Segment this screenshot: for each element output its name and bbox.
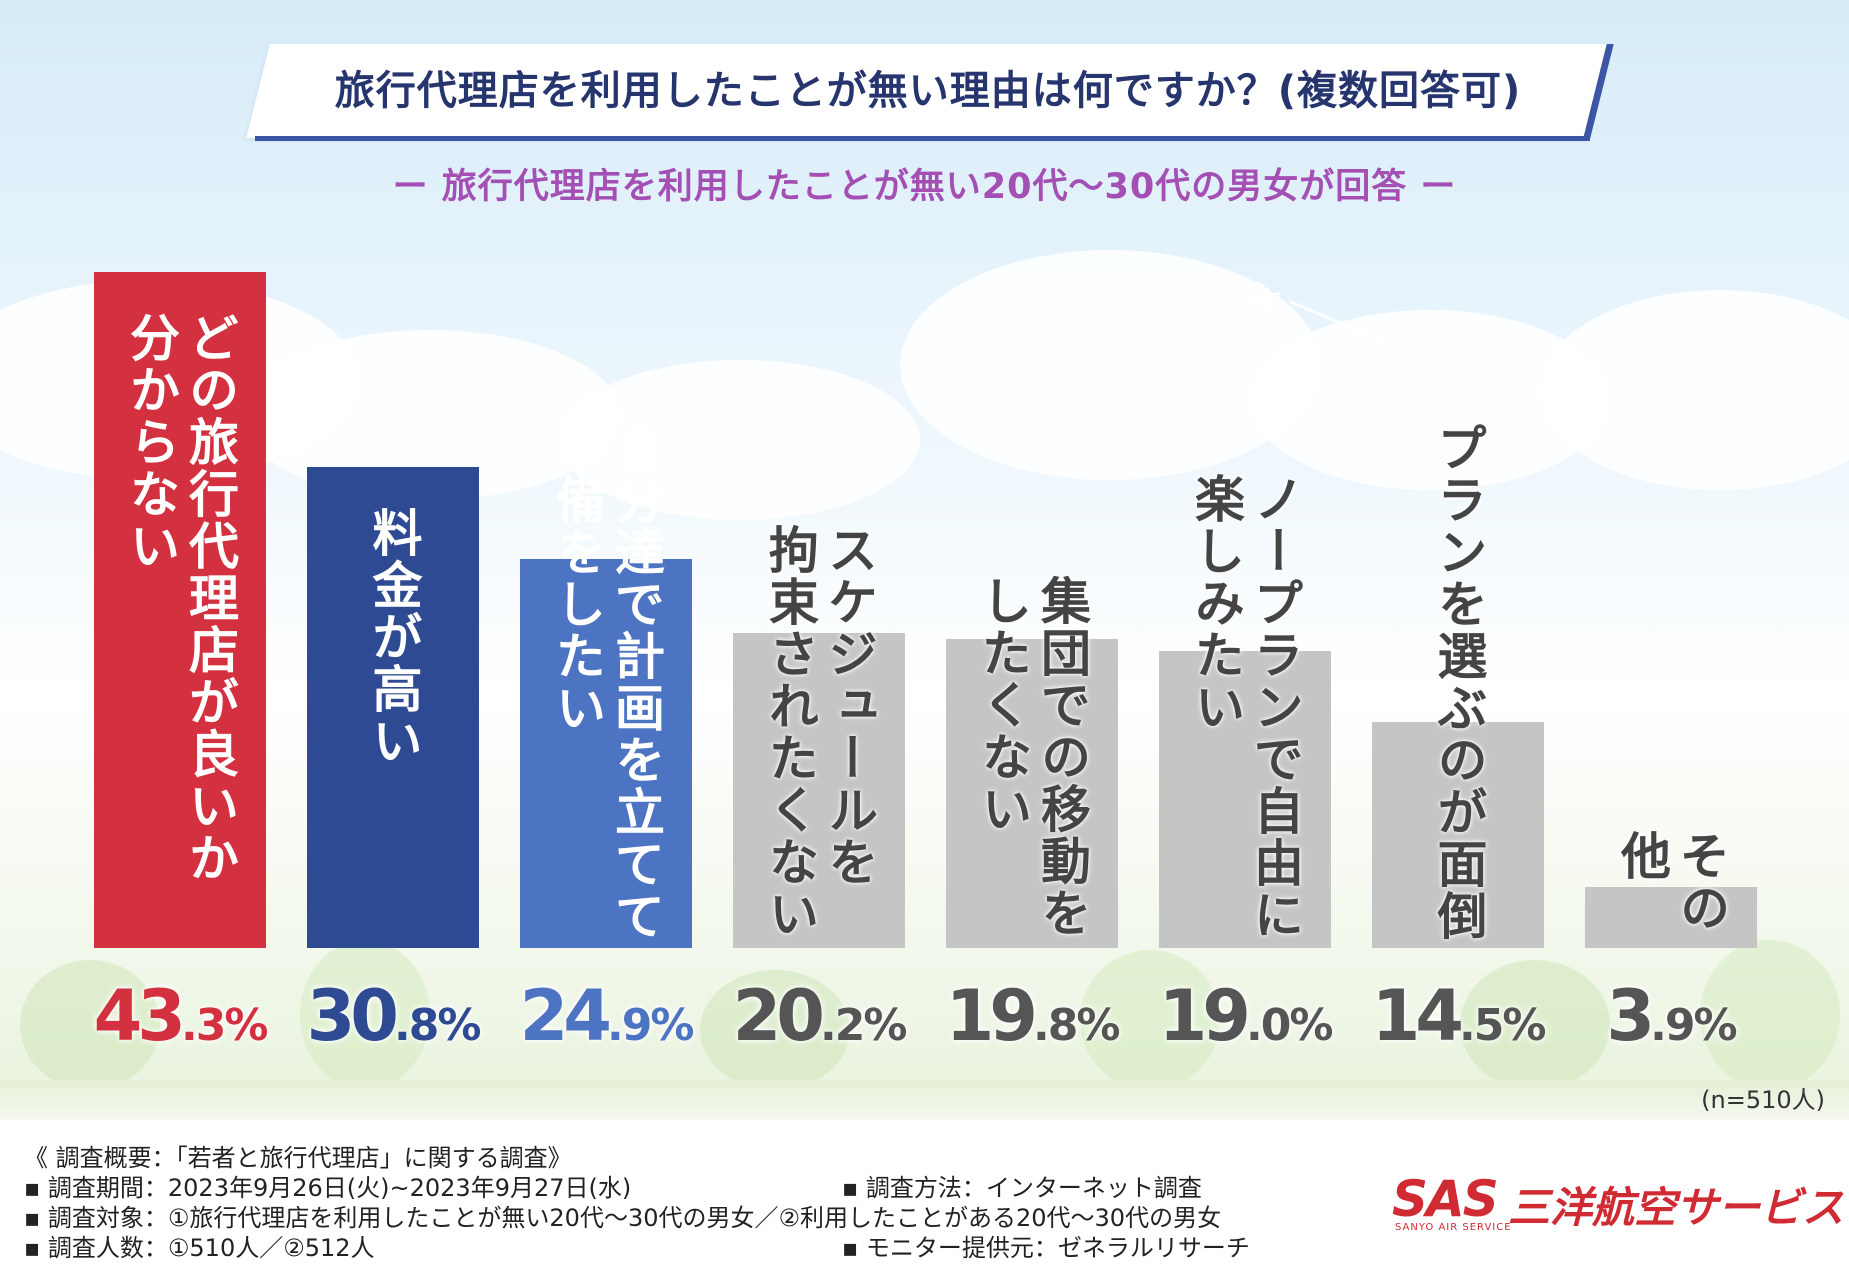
survey-count: ▪ 調査人数：①510人／②512人 [24, 1234, 375, 1262]
bar-1 [94, 272, 266, 948]
bar-label-text: 集団での移動を [1033, 575, 1091, 939]
value-integer: 43 [93, 975, 186, 1057]
bar-label-text: プランを選ぶのが面倒 [1429, 422, 1488, 942]
tree [700, 970, 850, 1090]
bar-label-text: ノープランで自由に [1246, 473, 1304, 941]
sas-logo-mark: SAS [1392, 1170, 1499, 1228]
cloud [560, 360, 920, 520]
cloud [900, 250, 1320, 480]
bar-label-text: 他 [1613, 830, 1671, 882]
value-integer: 19 [1158, 975, 1251, 1057]
bar-label-8: その他 [1585, 830, 1757, 934]
bar-label-text: どの旅行代理店が良いか [181, 312, 239, 884]
tree [300, 940, 430, 1090]
subtitle: ー 旅行代理店を利用したことが無い20代〜30代の男女が回答 ー [392, 167, 1457, 207]
survey-target: ▪ 調査対象：①旅行代理店を利用したことが無い20代〜30代の男女／②利用したこ… [24, 1204, 1222, 1232]
value-integer: 14 [1371, 975, 1464, 1057]
bar-label-text: 料金が高い [364, 507, 423, 768]
bar-label-1: どの旅行代理店が良いか 分からない [94, 312, 266, 884]
value-label-5: 19.8% [926, 975, 1138, 1057]
value-decimal: .5% [1459, 1000, 1546, 1051]
company-name-english: SANYO AIR SERVICE [1395, 1222, 1512, 1233]
bar-label-4: スケジュールを 拘束されたくない [733, 524, 905, 940]
bar-label-text: 拘束されたくない [761, 524, 819, 940]
bar-2 [307, 467, 479, 948]
bar-8 [1585, 887, 1757, 948]
tree [1460, 960, 1610, 1090]
value-label-7: 14.5% [1352, 975, 1564, 1057]
survey-method: ▪ 調査方法：インターネット調査 [842, 1174, 1202, 1202]
bar-label-text: 分からない [122, 312, 180, 572]
bar-label-text: 自分達で計画を立てて [607, 422, 665, 942]
value-label-3: 24.9% [500, 975, 712, 1057]
value-integer: 20 [732, 975, 825, 1057]
bar-label-text: したくない [974, 575, 1032, 835]
bar-label-text: その [1672, 830, 1730, 934]
value-decimal: .8% [394, 1000, 481, 1051]
bar-label-3: 自分達で計画を立てて 準備をしたい [520, 422, 692, 942]
bar-5 [946, 638, 1118, 948]
bar-7 [1372, 721, 1544, 948]
value-integer: 30 [306, 975, 399, 1057]
bar-3 [520, 559, 692, 948]
bar-label-text: スケジュールを [820, 524, 878, 888]
bar-label-7: プランを選ぶのが面倒 [1372, 422, 1544, 942]
title-underline [255, 136, 1590, 141]
value-label-1: 43.3% [74, 975, 286, 1057]
survey-footer: 《 調査概要：「若者と旅行代理店」に関する調査》 ▪ 調査期間：2023年9月2… [0, 1124, 1849, 1280]
bar-label-5: 集団での移動を したくない [946, 575, 1118, 939]
monitor-provider: ▪ モニター提供元：ゼネラルリサーチ [842, 1234, 1250, 1262]
survey-period: ▪ 調査期間：2023年9月26日(火)~2023年9月27日(水) [24, 1174, 632, 1202]
value-decimal: .2% [820, 1000, 907, 1051]
bar-label-2: 料金が高い [307, 507, 479, 767]
bar-chart: どの旅行代理店が良いか 分からない 43.3% 料金が高い 30.8% 自分達で計画を立て… [74, 272, 1777, 1057]
bar-6 [1159, 651, 1331, 948]
sample-size-note: (n=510人) [1701, 1086, 1825, 1114]
tree [20, 960, 160, 1090]
value-decimal: .8% [1033, 1000, 1120, 1051]
value-label-6: 19.0% [1139, 975, 1351, 1057]
value-decimal: .3% [181, 1000, 268, 1051]
survey-overview-heading: 《 調査概要：「若者と旅行代理店」に関する調査》 [24, 1144, 572, 1172]
bar-label-text: 準備をしたい [548, 422, 606, 734]
tree [1700, 940, 1840, 1090]
bar-label-6: ノープランで自由に 楽しみたい [1159, 473, 1331, 941]
value-decimal: .9% [607, 1000, 694, 1051]
bar-label-text: 楽しみたい [1187, 473, 1245, 733]
bar-4 [733, 632, 905, 948]
tree [1080, 950, 1220, 1090]
value-label-2: 30.8% [287, 975, 499, 1057]
ground [0, 1080, 1849, 1120]
value-integer: 3 [1606, 975, 1655, 1057]
value-decimal: .9% [1650, 1000, 1737, 1051]
cloud [1540, 290, 1849, 490]
value-decimal: .0% [1246, 1000, 1333, 1051]
company-name: 三洋航空サービス [1508, 1183, 1845, 1232]
page-title: 旅行代理店を利用したことが無い理由は何ですか？(複数回答可) [334, 68, 1522, 114]
value-integer: 19 [945, 975, 1038, 1057]
value-integer: 24 [519, 975, 612, 1057]
value-label-4: 20.2% [713, 975, 925, 1057]
value-label-8: 3.9% [1565, 975, 1777, 1057]
